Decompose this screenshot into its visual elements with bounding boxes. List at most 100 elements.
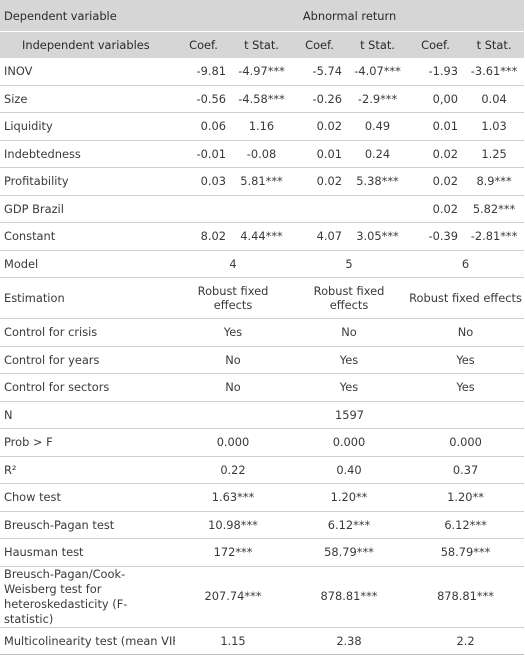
summary-cell: 10.98*** [175,511,291,539]
table-cell: -0.39 [407,222,464,251]
table-cell: 5.38*** [348,167,407,196]
summary-cell: 5 [291,250,407,278]
summary-cell: 0.000 [175,428,291,457]
column-header: t Stat. [464,31,525,58]
summary-cell: Yes [407,373,525,402]
table-cell: 0.01 [291,140,348,168]
table-cell: 4.07 [291,222,348,251]
summary-cell: 0.37 [407,456,525,484]
table-cell: 1.25 [464,140,525,168]
row-label: Hausman test [0,538,175,567]
summary-cell: Robust fixed effects [291,277,407,319]
table-cell: -2.9*** [348,85,407,113]
table-cell: -0.01 [175,140,232,168]
summary-cell: Yes [291,346,407,374]
table-cell [348,195,407,223]
summary-cell: No [291,318,407,347]
summary-row: Control for crisis Yes No No [0,318,525,347]
dependent-variable-value: Abnormal return [175,0,525,32]
table-cell: 0.04 [464,85,525,113]
table-cell: -2.81*** [464,222,525,251]
table-row: Liquidity 0.06 1.16 0.02 0.49 0.01 1.03 [0,112,525,141]
summary-cell: 207.74*** [175,566,291,628]
row-label: Control for crisis [0,318,175,347]
summary-cell: 4 [175,250,291,278]
summary-row: Model 4 5 6 [0,250,525,278]
summary-cell: 878.81*** [291,566,407,628]
summary-cell: No [407,318,525,347]
summary-row: Hausman test 172*** 58.79*** 58.79*** [0,538,525,567]
table-cell: 0.02 [291,167,348,196]
summary-cell: 0.000 [291,428,407,457]
row-label: Profitability [0,167,175,196]
table-row: GDP Brazil 0.02 5.82*** [0,195,525,223]
table-cell: -0.08 [232,140,291,168]
row-label: Estimation [0,277,175,319]
table-row: Profitability 0.03 5.81*** 0.02 5.38*** … [0,167,525,196]
row-label: Liquidity [0,112,175,141]
summary-row: Prob > F 0.000 0.000 0.000 [0,428,525,457]
row-label: Control for years [0,346,175,374]
column-header: Coef. [407,31,464,58]
summary-row: Estimation Robust fixed effects Robust f… [0,277,525,319]
row-label: Breusch-Pagan/Cook-Weisberg test for het… [0,566,175,628]
summary-cell: 0.22 [175,456,291,484]
table-cell: 0.02 [291,112,348,141]
table-cell: 0.03 [175,167,232,196]
table-cell: -4.07*** [348,58,407,86]
table-cell: 8.9*** [464,167,525,196]
table-cell: 0.01 [407,112,464,141]
table-cell: 0.49 [348,112,407,141]
table-cell: 0.02 [407,195,464,223]
summary-row: Control for sectors No Yes Yes [0,373,525,402]
independent-variables-label: Independent variables [0,31,175,58]
table-row: Constant 8.02 4.44*** 4.07 3.05*** -0.39… [0,222,525,251]
summary-row: Control for years No Yes Yes [0,346,525,374]
summary-cell: 0.40 [291,456,407,484]
column-header: t Stat. [348,31,407,58]
row-label: Multicolinearity test (mean VIF) [0,627,175,655]
summary-cell: Yes [291,373,407,402]
summary-cell-spanning: 1597 [175,401,525,429]
table-row: INOV -9.81 -4.97*** -5.74 -4.07*** -1.93… [0,58,525,86]
summary-cell: 1.15 [175,627,291,655]
summary-row: Chow test 1.63*** 1.20** 1.20** [0,483,525,512]
row-label: N [0,401,175,429]
summary-cell: Robust fixed effects [407,277,525,319]
summary-row: Breusch-Pagan/Cook-Weisberg test for het… [0,566,525,628]
summary-cell: Yes [407,346,525,374]
table-cell: 0.06 [175,112,232,141]
column-header: Coef. [291,31,348,58]
table-cell: 4.44*** [232,222,291,251]
summary-cell: No [175,346,291,374]
table-cell [175,195,232,223]
table-cell: 0.02 [407,140,464,168]
summary-cell: 6.12*** [407,511,525,539]
row-label: Constant [0,222,175,251]
row-label: INOV [0,58,175,86]
row-label: Prob > F [0,428,175,457]
summary-cell: 172*** [175,538,291,567]
dependent-variable-label: Dependent variable [0,0,175,32]
summary-row: N 1597 [0,401,525,429]
row-label: Chow test [0,483,175,512]
summary-row: R² 0.22 0.40 0.37 [0,456,525,484]
summary-cell: No [175,373,291,402]
summary-cell: 1.63*** [175,483,291,512]
table-row: Size -0.56 -4.58*** -0.26 -2.9*** 0,00 0… [0,85,525,113]
table-cell: 0.02 [407,167,464,196]
table-cell: -3.61*** [464,58,525,86]
table-cell: 1.16 [232,112,291,141]
table-cell [291,195,348,223]
table-cell: -0.56 [175,85,232,113]
table-cell: 0,00 [407,85,464,113]
table-cell: -9.81 [175,58,232,86]
summary-cell: 6 [407,250,525,278]
summary-cell: 2.2 [407,627,525,655]
table-row: Indebtedness -0.01 -0.08 0.01 0.24 0.02 … [0,140,525,168]
row-label: R² [0,456,175,484]
summary-cell: 2.38 [291,627,407,655]
table-cell: -0.26 [291,85,348,113]
table-cell: -1.93 [407,58,464,86]
table-cell: 0.24 [348,140,407,168]
